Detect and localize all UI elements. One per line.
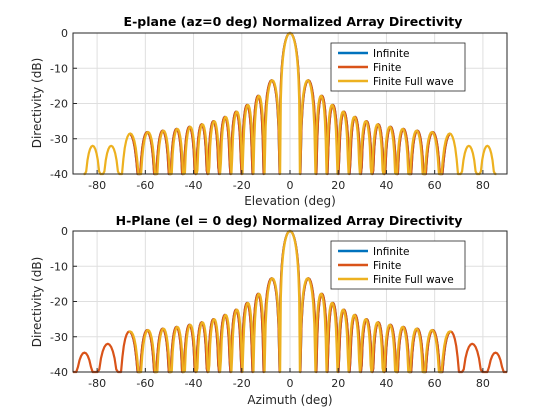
h-plane-xtick-label: -80 [88, 377, 106, 390]
e-plane-xlabel: Elevation (deg) [244, 194, 336, 208]
h-plane-legend-label-infinite: Infinite [373, 246, 410, 258]
h-plane-yticks: 0 -10 -20 -30 -40 [50, 225, 77, 379]
h-plane-ytick-label: -20 [50, 296, 68, 309]
h-plane-ytick-label: -10 [50, 260, 68, 273]
h-plane-xtick-label: 60 [428, 377, 442, 390]
e-plane-legend: Infinite Finite Finite Full wave [330, 42, 466, 92]
e-plane-xtick-label: 80 [476, 179, 490, 192]
e-plane-ytick-label: 0 [61, 27, 68, 40]
h-plane-xtick-label: -40 [185, 377, 203, 390]
e-plane-ytick-label: -10 [50, 62, 68, 75]
e-plane-legend-label-infinite: Infinite [373, 48, 410, 60]
e-plane-legend-label-finite-full-wave: Finite Full wave [373, 76, 454, 88]
e-plane-xtick-label: -80 [88, 179, 106, 192]
h-plane-xtick-label: -60 [136, 377, 154, 390]
h-plane-legend-label-finite-full-wave: Finite Full wave [373, 274, 454, 286]
h-plane-title: H-Plane (el = 0 deg) Normalized Array Di… [116, 213, 463, 228]
e-plane-xtick-label: 20 [331, 179, 345, 192]
h-plane-ylabel: Directivity (dB) [30, 257, 44, 348]
h-plane-xtick-label: -20 [233, 377, 251, 390]
e-plane-xtick-label: -40 [185, 179, 203, 192]
h-plane-xlabel: Azimuth (deg) [247, 393, 332, 407]
e-plane-xtick-label: 60 [428, 179, 442, 192]
e-plane-ytick-label: -20 [50, 98, 68, 111]
e-plane-xtick-label: 40 [379, 179, 393, 192]
e-plane-xticks: -80 -60 -40 -20 0 20 40 60 80 [88, 170, 490, 192]
e-plane-axes: E-plane (az=0 deg) Normalized Array Dire… [30, 14, 508, 208]
e-plane-xtick-label: -60 [136, 179, 154, 192]
e-plane-xtick-label: 0 [287, 179, 294, 192]
h-plane-xticks: -80 -60 -40 -20 0 20 40 60 80 [88, 368, 490, 390]
h-plane-ytick-label: -30 [50, 331, 68, 344]
h-plane-axes: H-Plane (el = 0 deg) Normalized Array Di… [30, 213, 508, 407]
h-plane-ytick-label: 0 [61, 225, 68, 238]
h-plane-legend: Infinite Finite Finite Full wave [330, 240, 466, 290]
h-plane-xtick-label: 40 [379, 377, 393, 390]
e-plane-ytick-label: -30 [50, 133, 68, 146]
e-plane-ylabel: Directivity (dB) [30, 58, 44, 149]
e-plane-ytick-label: -40 [50, 168, 68, 181]
e-plane-xtick-label: -20 [233, 179, 251, 192]
h-plane-xtick-label: 20 [331, 377, 345, 390]
h-plane-xtick-label: 0 [287, 377, 294, 390]
h-plane-xtick-label: 80 [476, 377, 490, 390]
h-plane-legend-label-finite: Finite [373, 260, 401, 272]
e-plane-legend-label-finite: Finite [373, 62, 401, 74]
e-plane-yticks: 0 -10 -20 -30 -40 [50, 27, 77, 181]
h-plane-ytick-label: -40 [50, 366, 68, 379]
e-plane-title: E-plane (az=0 deg) Normalized Array Dire… [124, 14, 463, 29]
